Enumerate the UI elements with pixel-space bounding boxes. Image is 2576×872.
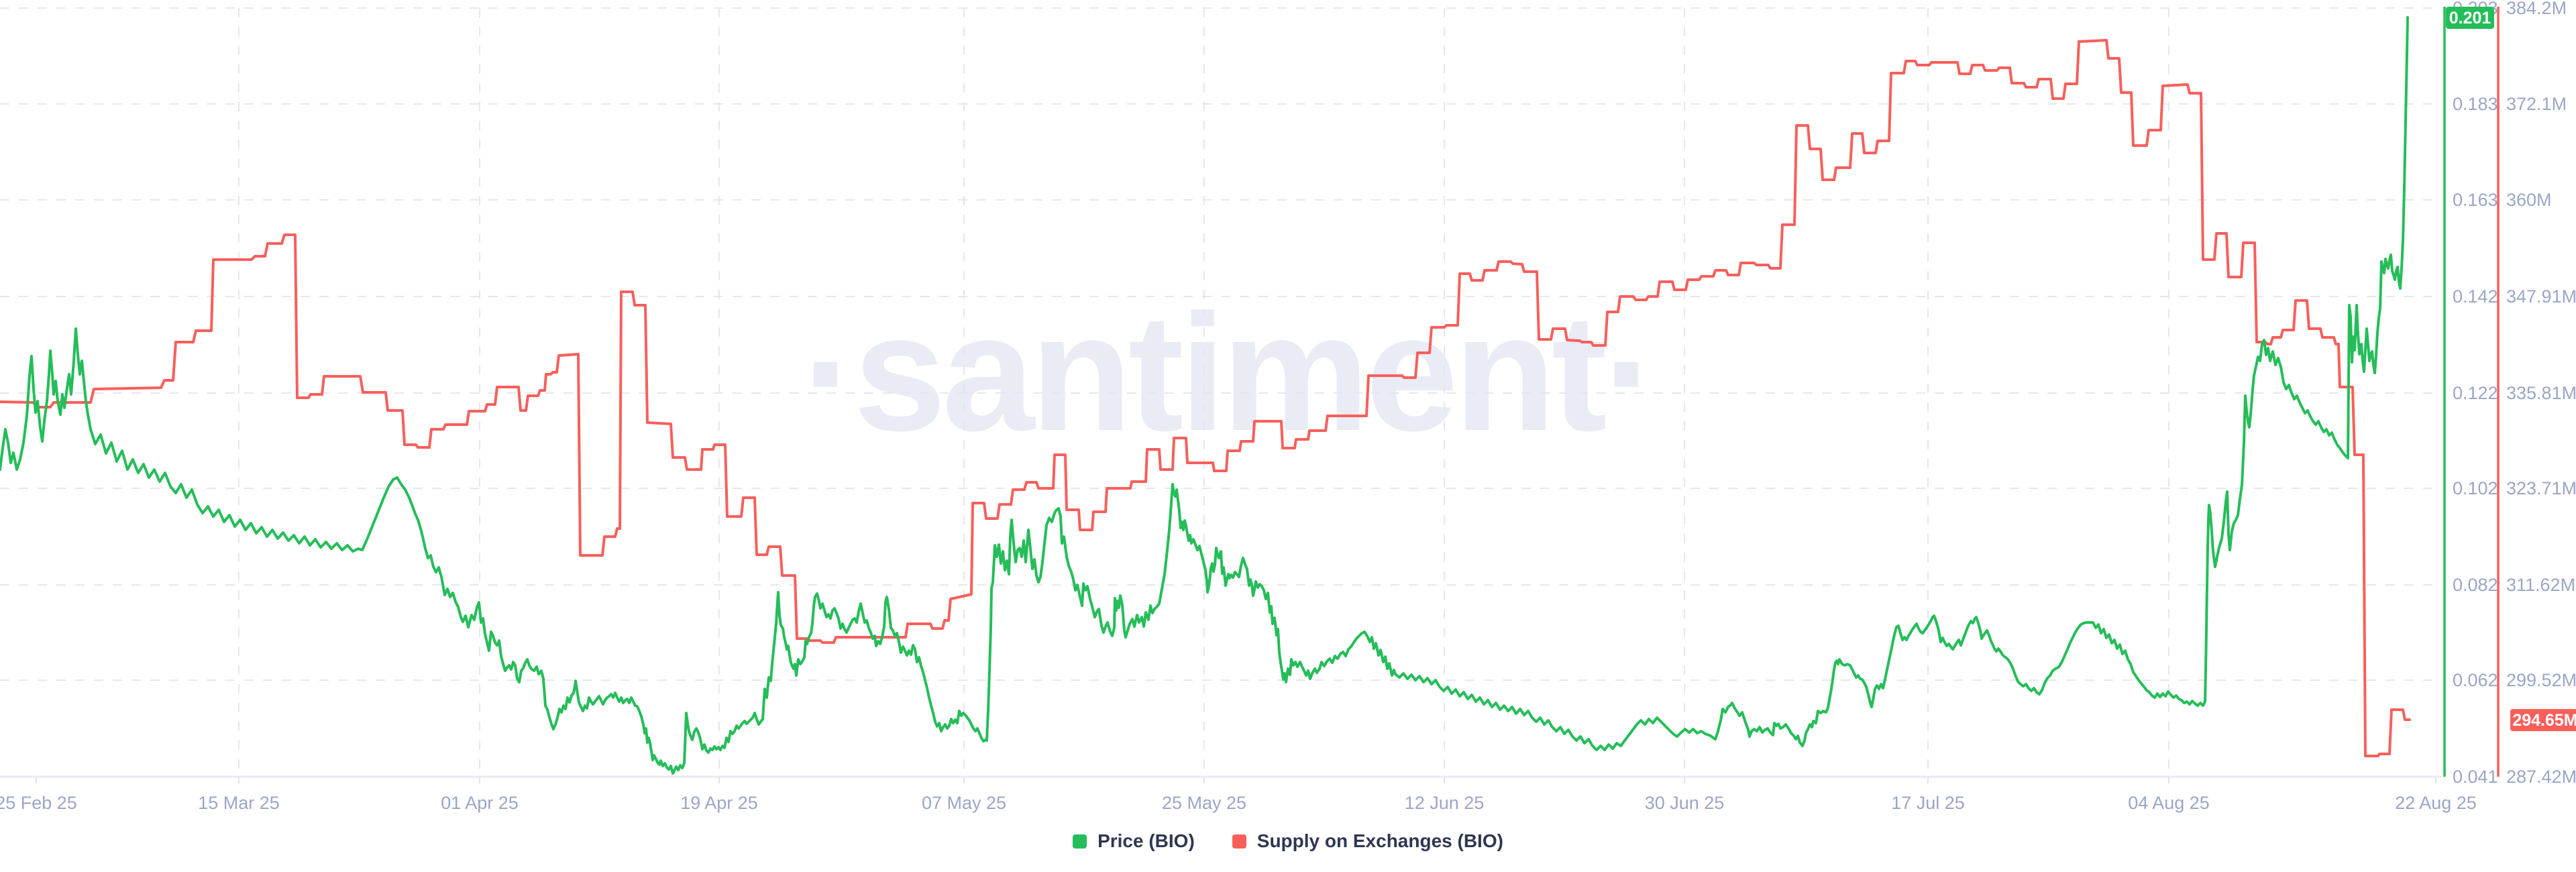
x-axis-label[interactable]: 17 Jul 25 (1891, 793, 1965, 813)
x-axis-label[interactable]: 19 Apr 25 (680, 793, 758, 813)
supply-axis-tick-label: 287.42M (2506, 767, 2576, 787)
x-axis-label[interactable]: 01 Apr 25 (441, 793, 519, 813)
price-current-badge (2446, 7, 2494, 29)
supply-axis-tick-label: 335.81M (2506, 383, 2576, 403)
legend-label-supply: Supply on Exchanges (BIO) (1256, 830, 1503, 851)
price-axis-tick-label: 0.122 (2453, 383, 2498, 403)
x-axis-label[interactable]: 07 May 25 (922, 793, 1006, 813)
legend-item-price[interactable]: Price (BIO) (1073, 830, 1195, 852)
supply-axis-tick-label: 299.52M (2506, 670, 2576, 690)
price-axis-tick-label: 0.183 (2453, 94, 2498, 114)
chart-legend: Price (BIO) Supply on Exchanges (BIO) (0, 830, 2576, 852)
supply-axis-tick-label: 347.91M (2506, 286, 2576, 307)
x-axis-label[interactable]: 04 Aug 25 (2128, 793, 2210, 813)
price-axis-tick-label: 0.062 (2453, 670, 2498, 690)
supply-current-badge (2510, 709, 2576, 731)
price-axis-tick-label: 0.102 (2453, 478, 2498, 498)
price-current-badge-text: 0.201 (2449, 9, 2491, 28)
price-axis-tick-label: 0.142 (2453, 286, 2498, 307)
supply-axis-tick-label: 372.1M (2506, 94, 2567, 114)
legend-item-supply[interactable]: Supply on Exchanges (BIO) (1232, 830, 1503, 852)
x-axis-label[interactable]: 22 Aug 25 (2395, 793, 2477, 813)
price-axis-tick-label: 0.041 (2453, 767, 2498, 787)
supply-line[interactable] (0, 39, 2411, 757)
supply-axis-tick-label: 311.62M (2506, 575, 2575, 595)
x-axis-label[interactable]: 15 Mar 25 (198, 793, 280, 813)
price-swatch-icon (1073, 834, 1087, 849)
supply-current-badge-text: 294.65M (2512, 711, 2576, 730)
supply-swatch-icon (1232, 834, 1246, 849)
supply-axis-tick-label: 360M (2506, 190, 2552, 210)
x-axis-label[interactable]: 25 Feb 25 (0, 793, 77, 813)
price-axis-tick-label: 0.082 (2453, 575, 2498, 595)
x-axis-label[interactable]: 12 Jun 25 (1405, 793, 1485, 813)
supply-axis-tick-label: 323.71M (2506, 478, 2576, 498)
legend-label-price: Price (BIO) (1097, 830, 1195, 851)
supply-axis-tick-label: 384.2M (2506, 0, 2567, 18)
x-axis-label[interactable]: 30 Jun 25 (1645, 793, 1725, 813)
x-axis-label[interactable]: 25 May 25 (1162, 793, 1246, 813)
price-axis-tick-label: 0.163 (2453, 190, 2498, 210)
price-line[interactable] (0, 16, 2409, 775)
